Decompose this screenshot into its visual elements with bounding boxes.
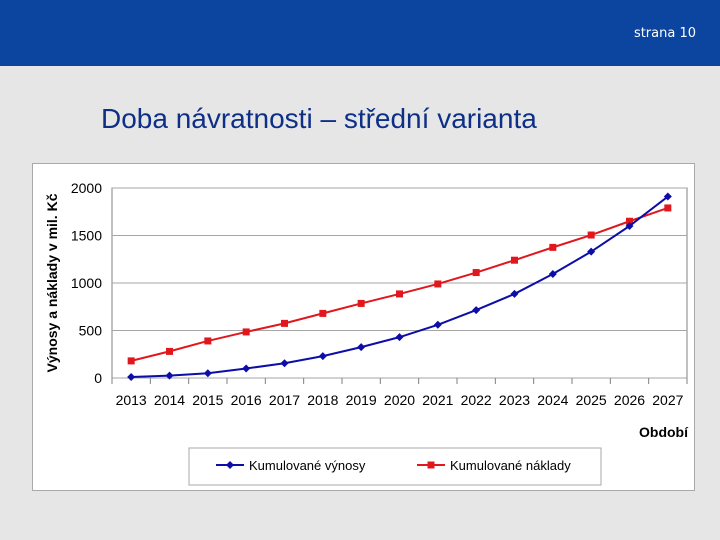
y-tick-label: 1000 (71, 275, 102, 291)
x-tick-label: 2027 (652, 392, 683, 408)
y-tick-label: 500 (79, 323, 103, 339)
legend-marker (226, 461, 234, 469)
data-point (434, 280, 442, 288)
x-tick-label: 2018 (307, 392, 338, 408)
y-axis-title: Výnosy a náklady v mil. Kč (44, 193, 60, 372)
x-axis-ticks: 2013 2014 2015 2016 2017 2018 2019 2020 2021 2022… (111, 378, 688, 408)
data-point (165, 371, 174, 380)
data-point (587, 247, 596, 256)
x-tick-label: 2023 (499, 392, 530, 408)
data-point (472, 269, 480, 277)
data-point (242, 364, 251, 373)
series-revenue (127, 192, 672, 382)
data-point (166, 347, 173, 355)
legend-marker (427, 461, 435, 469)
x-tick-label: 2019 (346, 392, 377, 408)
y-tick-label: 2000 (71, 180, 102, 196)
data-point (433, 320, 442, 329)
x-tick-label: 2025 (576, 392, 607, 408)
y-axis-ticks: 0 500 1000 1500 2000 (71, 180, 102, 386)
data-point (318, 352, 327, 361)
x-tick-label: 2026 (614, 392, 645, 408)
data-point (587, 231, 595, 239)
legend-box (188, 447, 602, 486)
data-point (626, 217, 633, 225)
data-point (127, 373, 136, 382)
data-point (127, 357, 135, 365)
data-point (357, 343, 366, 352)
page-number: strana 10 (633, 26, 696, 41)
y-tick-label: 1500 (71, 228, 102, 244)
data-point (510, 289, 519, 298)
x-tick-label: 2024 (537, 392, 568, 408)
data-point (203, 369, 212, 378)
chart-panel: 0 500 1000 1500 2000 2013 2014 2015 2016 2017 201… (32, 163, 695, 491)
header-bar: strana 10 (0, 0, 720, 66)
x-tick-label: 2016 (231, 392, 262, 408)
legend-label: Kumulované výnosy (249, 458, 366, 473)
x-axis-title: Období (639, 424, 689, 440)
data-point (664, 204, 672, 212)
data-point (281, 319, 288, 327)
legend-label: Kumulované náklady (450, 458, 571, 473)
chart-legend: Kumulované výnosy Kumulované náklady (188, 447, 602, 486)
data-point (548, 269, 557, 278)
x-tick-label: 2021 (422, 392, 453, 408)
x-tick-label: 2014 (154, 392, 185, 408)
data-point (319, 309, 327, 317)
slide-title: Doba návratnosti – střední varianta (101, 103, 537, 134)
series-costs (127, 204, 672, 365)
gridlines (112, 187, 687, 379)
data-point (472, 306, 481, 315)
x-tick-label: 2022 (461, 392, 492, 408)
legend-item: Kumulované náklady (417, 458, 571, 473)
data-point (511, 256, 518, 264)
data-point (280, 359, 289, 368)
x-tick-label: 2013 (116, 392, 147, 408)
x-tick-label: 2020 (384, 392, 415, 408)
data-point (396, 290, 403, 298)
x-tick-label: 2015 (192, 392, 223, 408)
x-tick-label: 2017 (269, 392, 300, 408)
legend-item: Kumulované výnosy (216, 458, 366, 473)
series-layer (127, 192, 672, 382)
data-point (663, 192, 672, 201)
data-point (242, 328, 250, 336)
data-point (395, 333, 404, 342)
data-point (625, 222, 634, 230)
y-tick-label: 0 (94, 370, 102, 386)
data-point (204, 337, 212, 345)
data-point (357, 299, 365, 307)
data-point (549, 243, 557, 251)
